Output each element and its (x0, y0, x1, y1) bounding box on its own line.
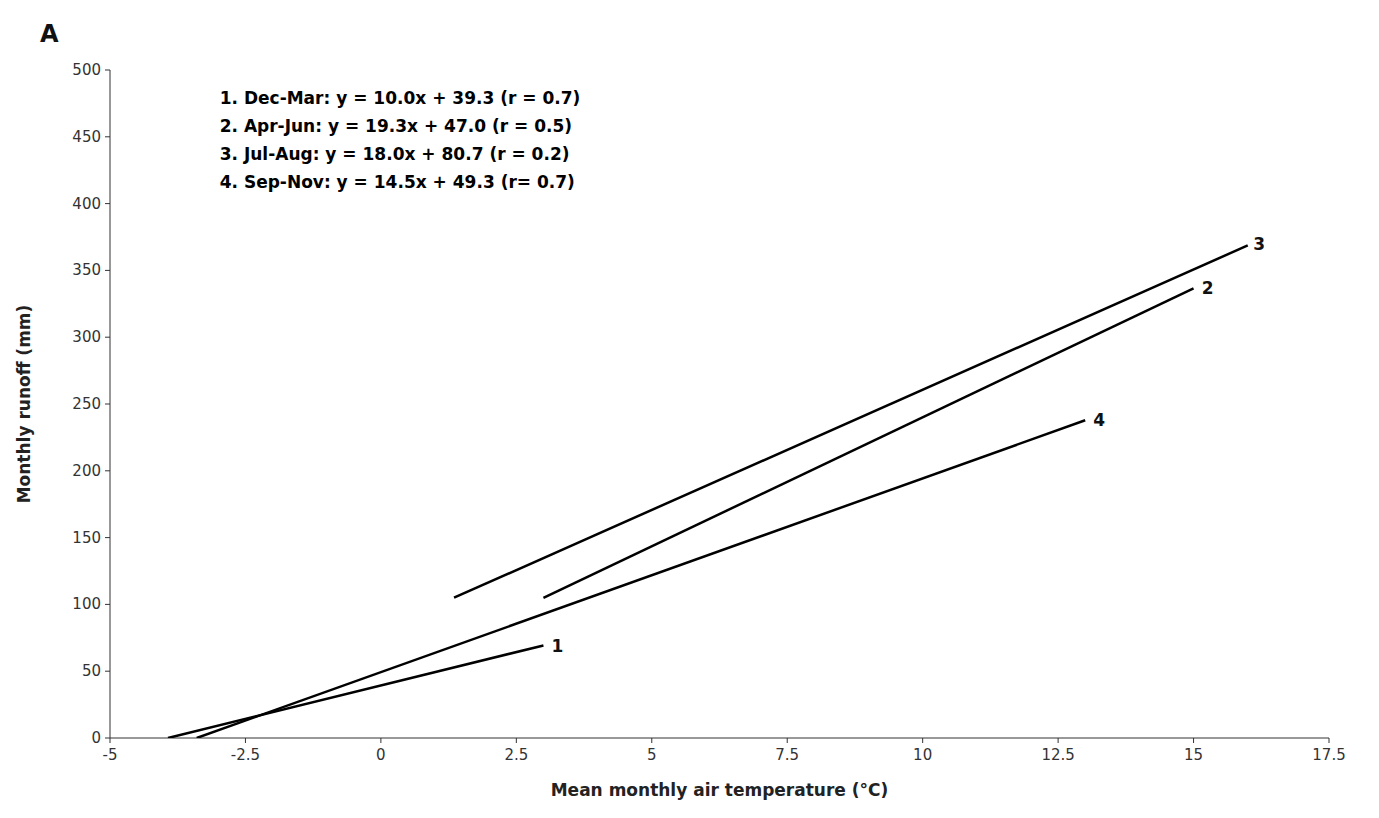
y-tick (105, 404, 110, 405)
y-tick-label: 200 (72, 462, 101, 480)
x-tick (1193, 738, 1194, 743)
y-tick (105, 203, 110, 204)
x-tick-label: 2.5 (504, 746, 528, 764)
annotation: 2 (1202, 278, 1214, 298)
x-tick-label: 0 (376, 746, 386, 764)
x-tick (1058, 738, 1059, 743)
y-tick-label: 50 (82, 662, 101, 680)
x-tick (651, 738, 652, 743)
y-tick-label: 400 (72, 195, 101, 213)
y-tick-label: 0 (91, 729, 101, 747)
y-tick (105, 70, 110, 71)
y-tick (105, 537, 110, 538)
x-tick-label: -5 (103, 746, 118, 764)
title: A (40, 20, 59, 48)
x-tick (922, 738, 923, 743)
legend-entry: 1. Dec-Mar: y = 10.0x + 39.3 (r = 0.7) (220, 88, 581, 108)
x-axis-line (110, 738, 1329, 739)
y-tick (105, 738, 110, 739)
annotation: 4 (1093, 410, 1105, 430)
x-tick (380, 738, 381, 743)
y-tick-label: 350 (72, 261, 101, 279)
x-tick (1329, 738, 1330, 743)
annotation: 3 (1253, 234, 1265, 254)
x-tick-label: 12.5 (1041, 746, 1074, 764)
x-tick (110, 738, 111, 743)
x-tick (516, 738, 517, 743)
legend-entry: 3. Jul-Aug: y = 18.0x + 80.7 (r = 0.2) (220, 144, 570, 164)
y-tick-label: 100 (72, 595, 101, 613)
x-tick-label: 15 (1184, 746, 1203, 764)
y-tick (105, 136, 110, 137)
x-tick-label: 17.5 (1312, 746, 1345, 764)
y-tick-label: 450 (72, 128, 101, 146)
legend: 1. Dec-Mar: y = 10.0x + 39.3 (r = 0.7) 2.… (220, 88, 581, 192)
annotation: 1 (552, 636, 564, 656)
x-tick-label: -2.5 (231, 746, 260, 764)
series-line (543, 288, 1193, 597)
y-tick-label: 150 (72, 529, 101, 547)
x-tick-label: 5 (647, 746, 657, 764)
x-tick-label: 7.5 (775, 746, 799, 764)
x-tick (787, 738, 788, 743)
legend-entry: 4. Sep-Nov: y = 14.5x + 49.3 (r= 0.7) (220, 172, 575, 192)
y-tick (105, 604, 110, 605)
x-tick (245, 738, 246, 743)
y-axis-label: Monthly runoff (mm) (14, 305, 34, 504)
y-tick (105, 671, 110, 672)
y-tick (105, 470, 110, 471)
y-tick-label: 250 (72, 395, 101, 413)
series-line (168, 645, 543, 738)
legend-entry: 2. Apr-Jun: y = 19.3x + 47.0 (r = 0.5) (220, 116, 572, 136)
x-tick-label: 10 (913, 746, 932, 764)
chart: -5-2.502.557.51012.51517.505010015020025… (0, 0, 1379, 818)
y-tick-label: 500 (72, 61, 101, 79)
x-axis-label: Mean monthly air temperature (°C) (551, 780, 889, 800)
lines (168, 245, 1248, 738)
y-tick (105, 270, 110, 271)
y-tick-label: 300 (72, 328, 101, 346)
y-tick (105, 337, 110, 338)
series-line (197, 420, 1086, 738)
series-line (454, 245, 1248, 597)
